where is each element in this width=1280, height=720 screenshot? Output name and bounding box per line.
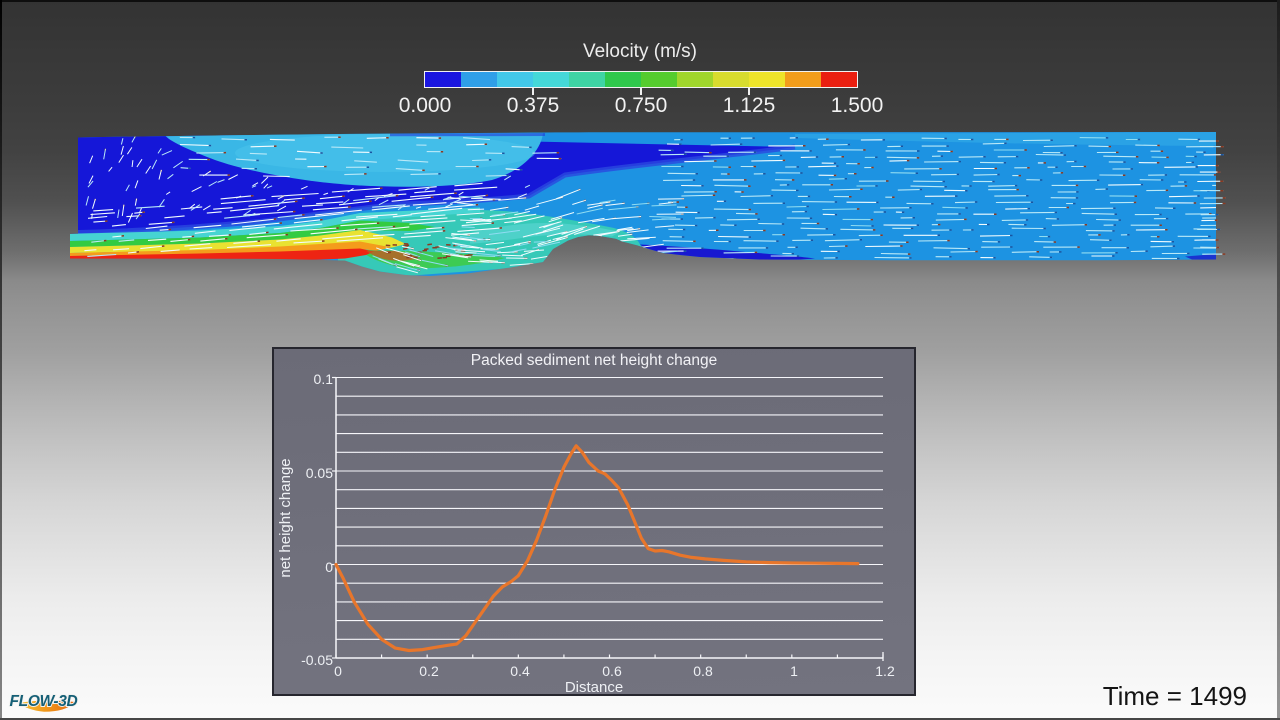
svg-text:FLOW-3D: FLOW-3D [10,693,78,710]
